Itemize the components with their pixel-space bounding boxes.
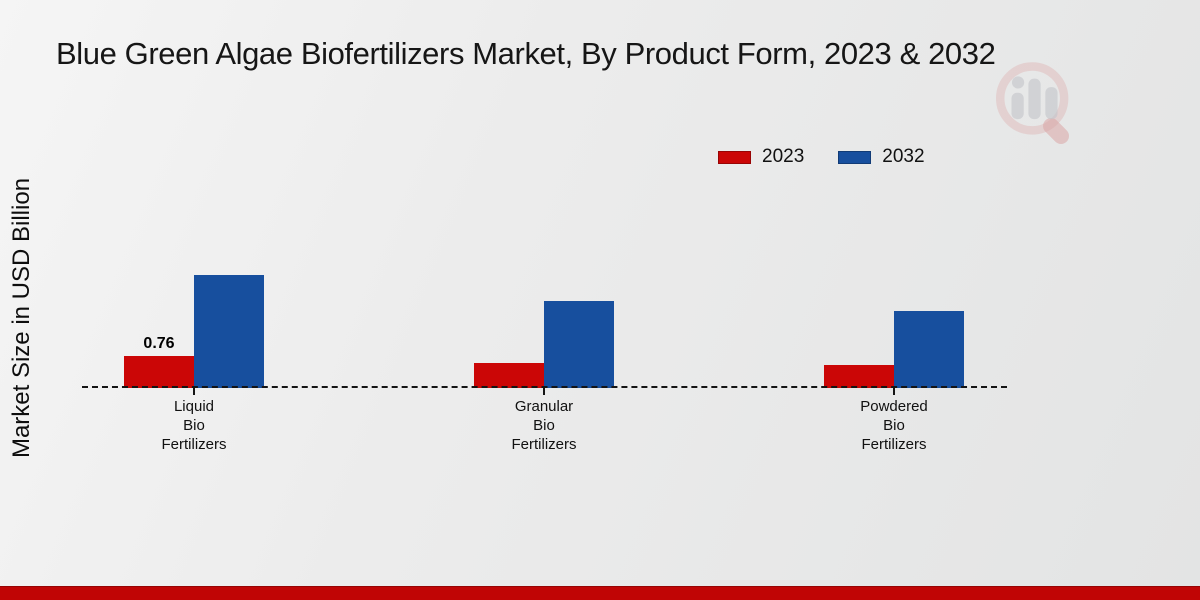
legend: 2023 2032 [718, 146, 925, 168]
bar-2023-liquid [124, 356, 194, 388]
legend-swatch-2032 [838, 150, 872, 164]
legend-item-2023: 2023 [718, 146, 804, 168]
legend-swatch-2023 [718, 150, 751, 164]
bar-2032-granular [544, 301, 614, 388]
axis-tick [893, 388, 895, 395]
y-axis-label: Market Size in USD Billion [8, 177, 35, 459]
category-label: Powdered Bio Fertilizers [860, 398, 928, 453]
category-label: Granular Bio Fertilizers [511, 398, 577, 453]
magnifier-bar-chart-logo-icon [995, 62, 1069, 144]
bar-2023-powdered [824, 365, 894, 388]
legend-label-2023: 2023 [762, 146, 805, 167]
chart-title: Blue Green Algae Biofertilizers Market, … [56, 36, 996, 71]
bar-2032-powdered [894, 311, 964, 388]
category-label: Liquid Bio Fertilizers [161, 398, 227, 453]
bar-2032-liquid [194, 275, 264, 388]
plot-area: Liquid Bio Fertilizers Granular Bio Ferti… [82, 0, 1007, 453]
legend-label-2032: 2032 [882, 146, 925, 167]
x-axis-baseline [82, 386, 1007, 388]
axis-tick [543, 388, 545, 395]
legend-item-2032: 2032 [838, 146, 925, 168]
axis-tick [193, 388, 195, 395]
data-label: 0.76 [143, 335, 175, 352]
bar-2023-granular [474, 363, 544, 388]
footer-accent-bar [0, 586, 1200, 600]
